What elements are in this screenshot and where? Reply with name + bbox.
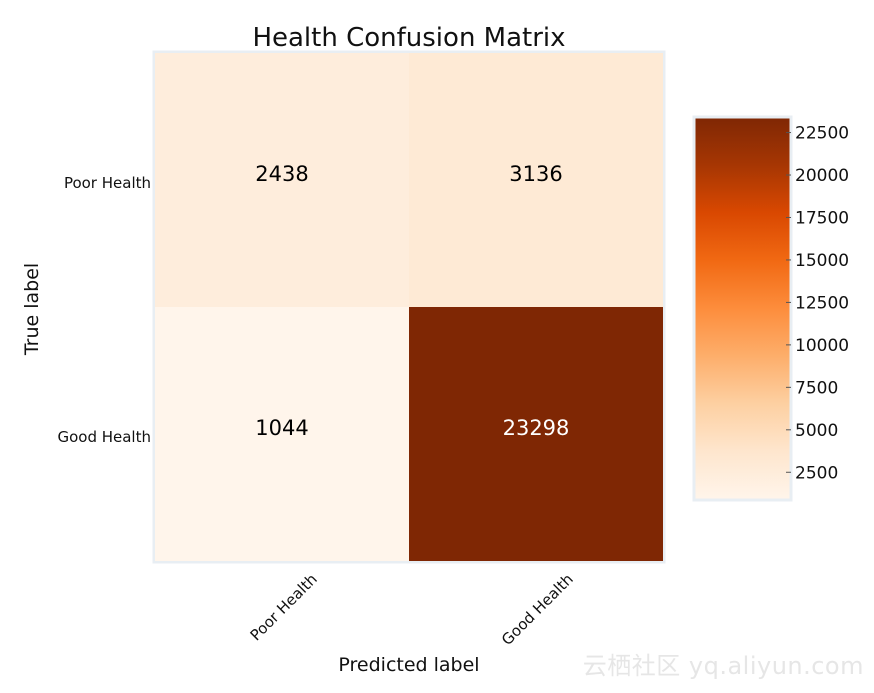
x-tick-label-poor-health: Poor Health <box>247 570 321 644</box>
y-tick-label-good-health: Good Health <box>57 428 151 446</box>
cell-value-true-good-pred-good: 23298 <box>503 416 570 440</box>
cell-true-poor-pred-poor <box>155 53 409 307</box>
cell-true-good-pred-poor <box>155 307 409 561</box>
colorbar <box>692 115 793 502</box>
heatmap-cell-labels: 2438 3136 1044 23298 <box>255 162 569 440</box>
heatmap-cells <box>155 53 663 561</box>
chart-title: Health Confusion Matrix <box>252 23 565 53</box>
colorbar-ticks: 2500 5000 7500 10000 12500 15000 17500 20000 225… <box>786 124 849 483</box>
colorbar-tick-label-15000: 15000 <box>795 251 849 271</box>
y-tick-label-poor-health: Poor Health <box>64 174 151 192</box>
colorbar-tick-label-17500: 17500 <box>795 208 849 228</box>
colorbar-tick-label-12500: 12500 <box>795 293 849 313</box>
x-axis-label: Predicted label <box>338 654 479 676</box>
colorbar-tick-label-7500: 7500 <box>795 378 838 398</box>
colorbar-tick-label-5000: 5000 <box>795 421 838 441</box>
cell-value-true-poor-pred-poor: 2438 <box>255 162 308 186</box>
cell-value-true-poor-pred-good: 3136 <box>509 162 562 186</box>
x-tick-label-good-health: Good Health <box>498 570 577 649</box>
watermark: 云栖社区 yq.aliyun.com <box>582 652 864 680</box>
plot-frame <box>152 50 666 564</box>
colorbar-tick-label-2500: 2500 <box>795 463 838 483</box>
cell-true-poor-pred-good <box>409 53 663 307</box>
colorbar-tick-label-10000: 10000 <box>795 336 849 356</box>
cell-value-true-good-pred-poor: 1044 <box>255 416 308 440</box>
y-axis-label: True label <box>21 263 43 356</box>
cell-true-good-pred-good <box>409 307 663 561</box>
colorbar-tick-label-22500: 22500 <box>795 124 849 144</box>
colorbar-tick-label-20000: 20000 <box>795 166 849 186</box>
